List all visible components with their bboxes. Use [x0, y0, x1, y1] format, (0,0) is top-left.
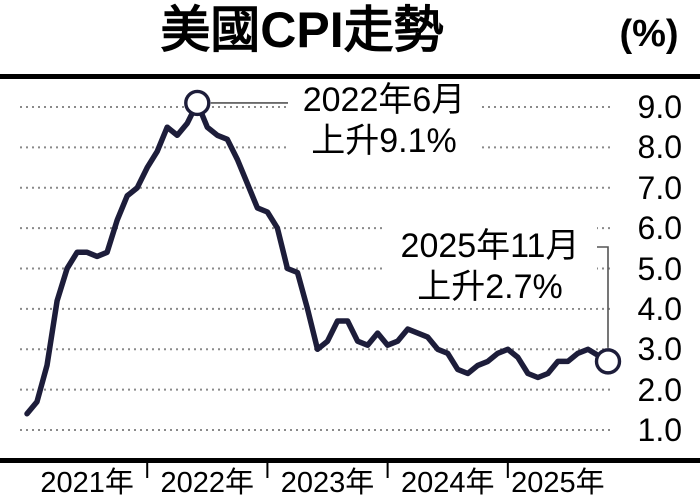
latest-marker-circle: [594, 348, 622, 375]
x-axis-label-2025: 2025年: [511, 467, 605, 499]
annotation-latest-line2: 上升2.7%: [417, 268, 563, 306]
x-axis-label-2021: 2021年: [40, 467, 134, 499]
y-axis-label-1.0: 1.0: [637, 412, 682, 448]
x-axis-label-2023: 2023年: [280, 467, 375, 499]
y-axis-label-4.0: 4.0: [637, 290, 682, 327]
annotation-peak-line1: 2022年6月: [302, 81, 466, 119]
y-axis-label-5.0: 5.0: [637, 250, 682, 287]
annotation-peak-line2: 上升9.1%: [311, 122, 457, 160]
y-axis-label-9.0: 9.0: [637, 89, 682, 125]
annotation-latest-line1: 2025年11月: [400, 227, 580, 265]
x-axis-label-2024: 2024年: [400, 467, 495, 499]
cpi-data-line: [24, 100, 611, 417]
unit-label: (%): [619, 13, 679, 55]
annotation-latest-2025: 2025年11月 上升2.7%: [383, 226, 597, 308]
y-axis-label-6.0: 6.0: [637, 210, 682, 247]
y-axis-label-8.0: 8.0: [637, 129, 682, 166]
x-axis-label-2022: 2022年: [160, 467, 255, 499]
top-divider-rule: [0, 74, 700, 79]
x-axis-line: [0, 458, 700, 463]
peak-marker-circle: [184, 89, 211, 117]
y-axis-label-2.0: 2.0: [637, 371, 682, 408]
latest-callout-line: [594, 246, 609, 348]
y-axis-label-7.0: 7.0: [637, 169, 682, 206]
chart-title: 美國CPI走勢: [160, 2, 444, 58]
annotation-peak-2022: 2022年6月 上升9.1%: [288, 80, 480, 162]
y-axis-label-3.0: 3.0: [637, 331, 682, 368]
